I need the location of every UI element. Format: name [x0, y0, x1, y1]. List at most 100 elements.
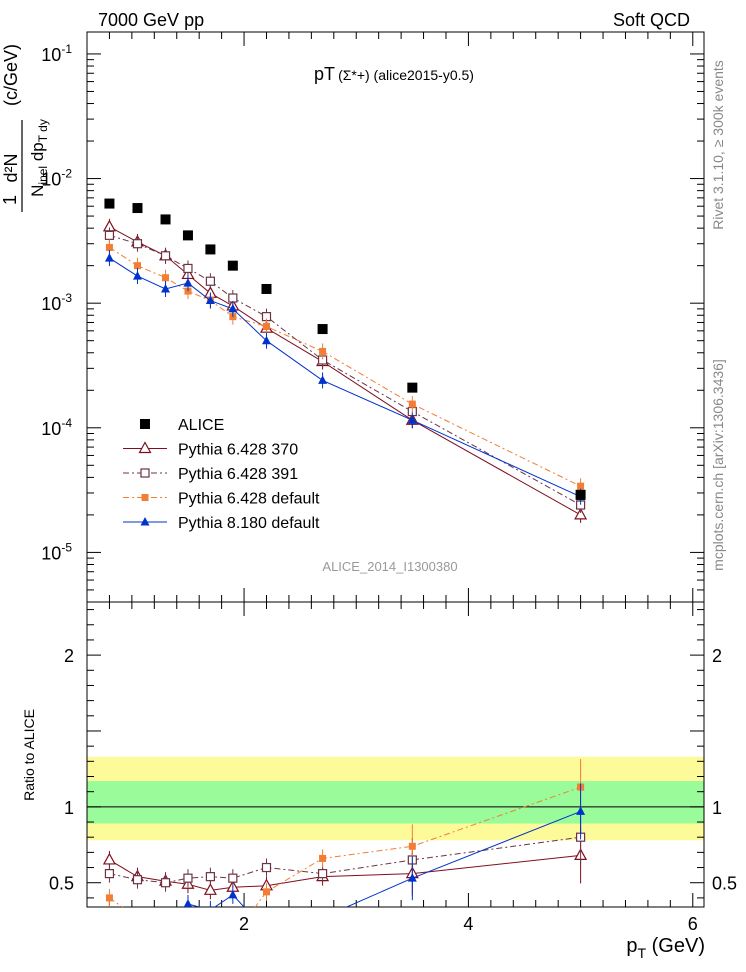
legend-label: Pythia 6.428 default	[178, 491, 320, 508]
data-point	[160, 251, 171, 261]
ratio-y-axis: 0.5 0.5 1 1 2 2	[49, 609, 737, 899]
x-axis: 2 4 6	[108, 32, 698, 934]
data-point	[104, 230, 115, 240]
x-axis-label: pT (GeV)	[626, 935, 705, 961]
data-point	[262, 926, 271, 935]
rivet-version-label: Rivet 3.1.10, ≥ 300k events	[710, 60, 726, 230]
ratio-y-tick-label: 1	[64, 798, 74, 818]
data-point	[318, 913, 327, 922]
data-point	[228, 873, 238, 883]
data-point	[104, 869, 115, 879]
data-point	[140, 517, 150, 526]
data-point	[407, 382, 418, 393]
series-line	[109, 247, 581, 487]
data-point	[317, 324, 328, 335]
data-point	[182, 230, 193, 241]
data-point	[574, 507, 588, 520]
ratio-line	[109, 854, 581, 891]
legend: ALICE Pythia 6.428 370 Pythia 6.428 391 Pyt…	[123, 417, 320, 532]
plot-title-main: pT	[314, 64, 335, 84]
main-y-tick-label: 10-1	[41, 42, 72, 65]
data-point	[228, 889, 238, 899]
data-point	[407, 415, 417, 424]
ratio-y-tick-label-right: 1	[712, 798, 722, 818]
data-point	[575, 489, 586, 500]
ratio-y-tick-label: 0.5	[49, 874, 74, 894]
data-point	[104, 198, 115, 209]
data-point	[162, 274, 170, 282]
ratio-uncertainty-bands	[87, 756, 704, 841]
legend-label: Pythia 6.428 370	[178, 442, 298, 459]
ratio-y-tick-label: 2	[64, 646, 74, 666]
data-point	[319, 347, 327, 355]
data-point	[132, 203, 143, 214]
data-point	[160, 214, 171, 225]
data-point	[183, 873, 193, 883]
data-point	[132, 239, 143, 249]
ratio-panel-frame	[86, 601, 705, 908]
ratio-line	[109, 786, 581, 907]
data-point	[132, 271, 142, 280]
data-point	[105, 894, 113, 902]
analysis-watermark: ALICE_2014_I1300380	[322, 559, 457, 574]
series-line	[109, 234, 581, 506]
data-point	[203, 883, 217, 895]
data-point	[162, 922, 169, 929]
data-point	[184, 926, 191, 933]
data-point	[140, 468, 150, 478]
data-point	[576, 806, 586, 815]
x-tick-label: 6	[688, 914, 698, 934]
data-point	[183, 263, 193, 274]
main-plot-data	[102, 198, 588, 523]
data-point	[161, 929, 170, 938]
data-point	[132, 875, 143, 885]
data-point	[229, 934, 236, 941]
data-point	[228, 293, 238, 303]
data-point	[577, 482, 585, 490]
ratio-y-tick-label-right: 2	[712, 646, 722, 666]
ratio-line	[109, 836, 581, 884]
data-point	[183, 898, 193, 907]
ratio-band-inner	[87, 781, 704, 824]
data-point	[140, 419, 150, 429]
plot-title-sub: (Σ*+) (alice2015-y0.5)	[338, 67, 474, 83]
data-point	[133, 262, 141, 270]
data-point	[134, 914, 141, 921]
ratio-line	[185, 810, 581, 907]
data-point	[261, 283, 272, 294]
data-point	[105, 920, 114, 929]
data-point	[161, 283, 171, 293]
data-point	[160, 878, 171, 888]
data-point	[262, 888, 270, 896]
data-point	[227, 260, 238, 271]
x-tick-label: 4	[463, 914, 473, 934]
data-point	[141, 494, 149, 501]
main-y-tick-label: 10-3	[41, 291, 72, 314]
data-point	[317, 869, 328, 879]
data-point	[261, 335, 271, 345]
header-left: 7000 GeV pp	[98, 10, 204, 30]
data-point	[207, 929, 214, 936]
data-point	[183, 278, 193, 287]
data-point	[105, 243, 113, 251]
ratio-plot-data	[102, 759, 588, 941]
data-point	[408, 400, 416, 408]
data-point	[262, 322, 270, 330]
data-point	[138, 441, 152, 454]
data-point	[104, 253, 114, 262]
data-point	[205, 295, 215, 305]
main-y-axis-label: 1 d²N Ninel dpT dy (c/GeV)	[0, 44, 50, 212]
legend-label: Pythia 8.180 default	[178, 515, 320, 532]
svg-text:1: 1	[0, 195, 20, 205]
data-point	[205, 872, 215, 882]
data-point	[408, 842, 416, 850]
ratio-y-tick-label-right: 0.5	[712, 874, 737, 894]
data-point	[205, 276, 215, 286]
data-point	[133, 923, 142, 932]
data-point	[102, 852, 116, 865]
main-y-tick-label: 10-5	[41, 540, 72, 563]
legend-label: ALICE	[178, 417, 224, 434]
data-point	[205, 244, 216, 255]
data-point	[407, 873, 417, 882]
svg-text:(c/GeV): (c/GeV)	[1, 44, 21, 106]
